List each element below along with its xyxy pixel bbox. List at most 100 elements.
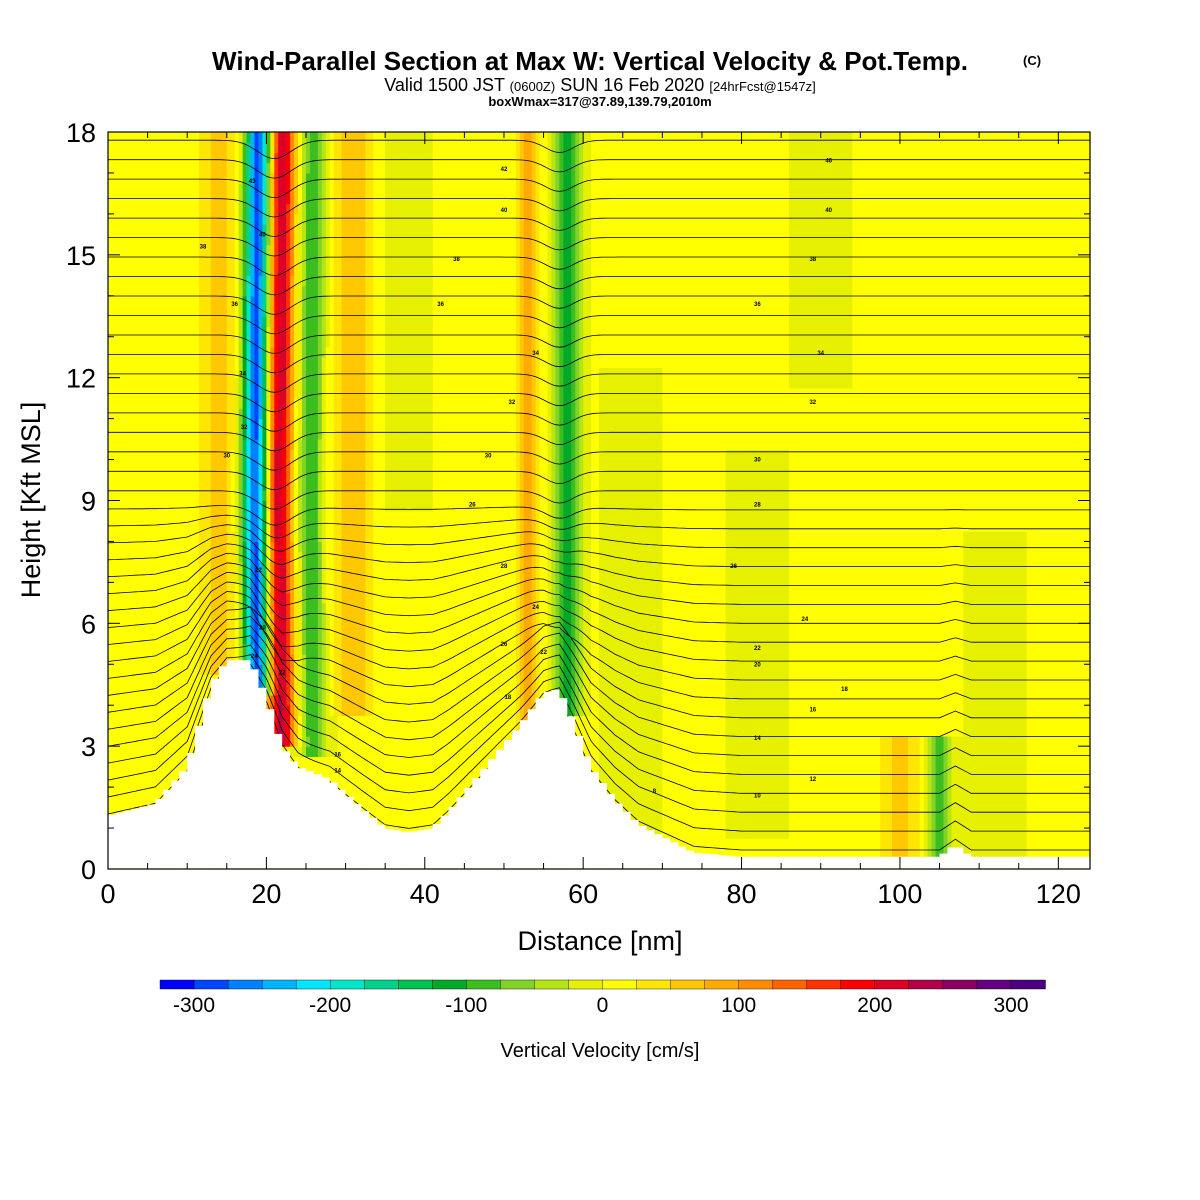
velocity-cell [310, 756, 315, 767]
velocity-cell [377, 142, 382, 153]
velocity-cell [361, 316, 366, 327]
velocity-cell [369, 654, 374, 665]
velocity-cell [330, 562, 335, 573]
velocity-cell [266, 316, 271, 327]
velocity-cell [357, 173, 362, 184]
velocity-cell [235, 173, 240, 184]
velocity-cell [140, 572, 145, 583]
velocity-cell [235, 552, 240, 563]
velocity-cell [266, 275, 271, 286]
velocity-cell [183, 326, 188, 337]
velocity-cell [195, 286, 200, 297]
velocity-cell [369, 265, 374, 276]
velocity-cell [159, 337, 164, 348]
velocity-cell [128, 746, 133, 757]
velocity-cell [195, 142, 200, 153]
velocity-cell [144, 511, 149, 522]
velocity-cell [163, 214, 168, 225]
velocity-cell [369, 316, 374, 327]
velocity-cell [262, 378, 267, 389]
velocity-cell [148, 224, 153, 235]
velocity-cell [175, 142, 180, 153]
velocity-cell [322, 644, 327, 655]
velocity-cell [128, 367, 133, 378]
velocity-cell [354, 275, 359, 286]
velocity-cell [108, 449, 113, 460]
velocity-cell [286, 265, 291, 276]
velocity-cell [108, 152, 113, 163]
velocity-cell [195, 439, 200, 450]
velocity-cell [361, 562, 366, 573]
velocity-cell [203, 224, 208, 235]
velocity-cell [310, 562, 315, 573]
velocity-cell [294, 644, 299, 655]
velocity-cell [377, 367, 382, 378]
velocity-cell [326, 316, 331, 327]
velocity-cell [350, 695, 355, 706]
velocity-cell [199, 152, 204, 163]
velocity-cell [346, 541, 351, 552]
velocity-cell [152, 726, 157, 737]
velocity-cell [361, 214, 366, 225]
velocity-cell [116, 715, 121, 726]
velocity-cell [152, 378, 157, 389]
velocity-cell [318, 419, 323, 430]
velocity-cell [108, 603, 113, 614]
velocity-cell [215, 255, 220, 266]
velocity-cell [361, 234, 366, 245]
velocity-cell [144, 245, 149, 256]
velocity-cell [266, 378, 271, 389]
velocity-cell [258, 142, 263, 153]
velocity-cell [377, 429, 382, 440]
velocity-cell [310, 398, 315, 409]
velocity-cell [302, 439, 307, 450]
velocity-cell [148, 634, 153, 645]
velocity-cell [195, 152, 200, 163]
velocity-cell [167, 480, 172, 491]
velocity-cell [163, 572, 168, 583]
velocity-cell [136, 245, 141, 256]
velocity-cell [108, 613, 113, 624]
velocity-cell [270, 562, 275, 573]
velocity-cell [136, 501, 141, 512]
velocity-cell [128, 255, 133, 266]
velocity-cell [342, 419, 347, 430]
velocity-cell [148, 777, 153, 788]
velocity-cell [223, 541, 228, 552]
velocity-cell [187, 142, 192, 153]
velocity-cell [148, 378, 153, 389]
velocity-cell [167, 245, 172, 256]
velocity-cell [350, 275, 355, 286]
velocity-cell [357, 531, 362, 542]
velocity-cell [128, 163, 133, 174]
velocity-cell [112, 429, 117, 440]
velocity-cell [334, 163, 339, 174]
velocity-cell [330, 234, 335, 245]
velocity-cell [215, 265, 220, 276]
velocity-cell [354, 501, 359, 512]
velocity-cell [231, 255, 236, 266]
velocity-cell [322, 705, 327, 716]
velocity-cell [156, 675, 161, 686]
velocity-cell [183, 429, 188, 440]
velocity-cell [350, 326, 355, 337]
velocity-cell [365, 398, 370, 409]
velocity-cell [175, 408, 180, 419]
velocity-cell [148, 644, 153, 655]
velocity-cell [187, 296, 192, 307]
velocity-cell [159, 286, 164, 297]
velocity-cell [262, 490, 267, 501]
velocity-cell [136, 408, 141, 419]
velocity-cell [136, 695, 141, 706]
velocity-cell [231, 388, 236, 399]
velocity-cell [199, 398, 204, 409]
velocity-cell [373, 142, 378, 153]
velocity-cell [342, 224, 347, 235]
velocity-cell [171, 286, 176, 297]
velocity-cell [183, 214, 188, 225]
velocity-cell [231, 439, 236, 450]
velocity-cell [144, 562, 149, 573]
velocity-cell [274, 357, 279, 368]
velocity-cell [159, 234, 164, 245]
velocity-cell [318, 183, 323, 194]
